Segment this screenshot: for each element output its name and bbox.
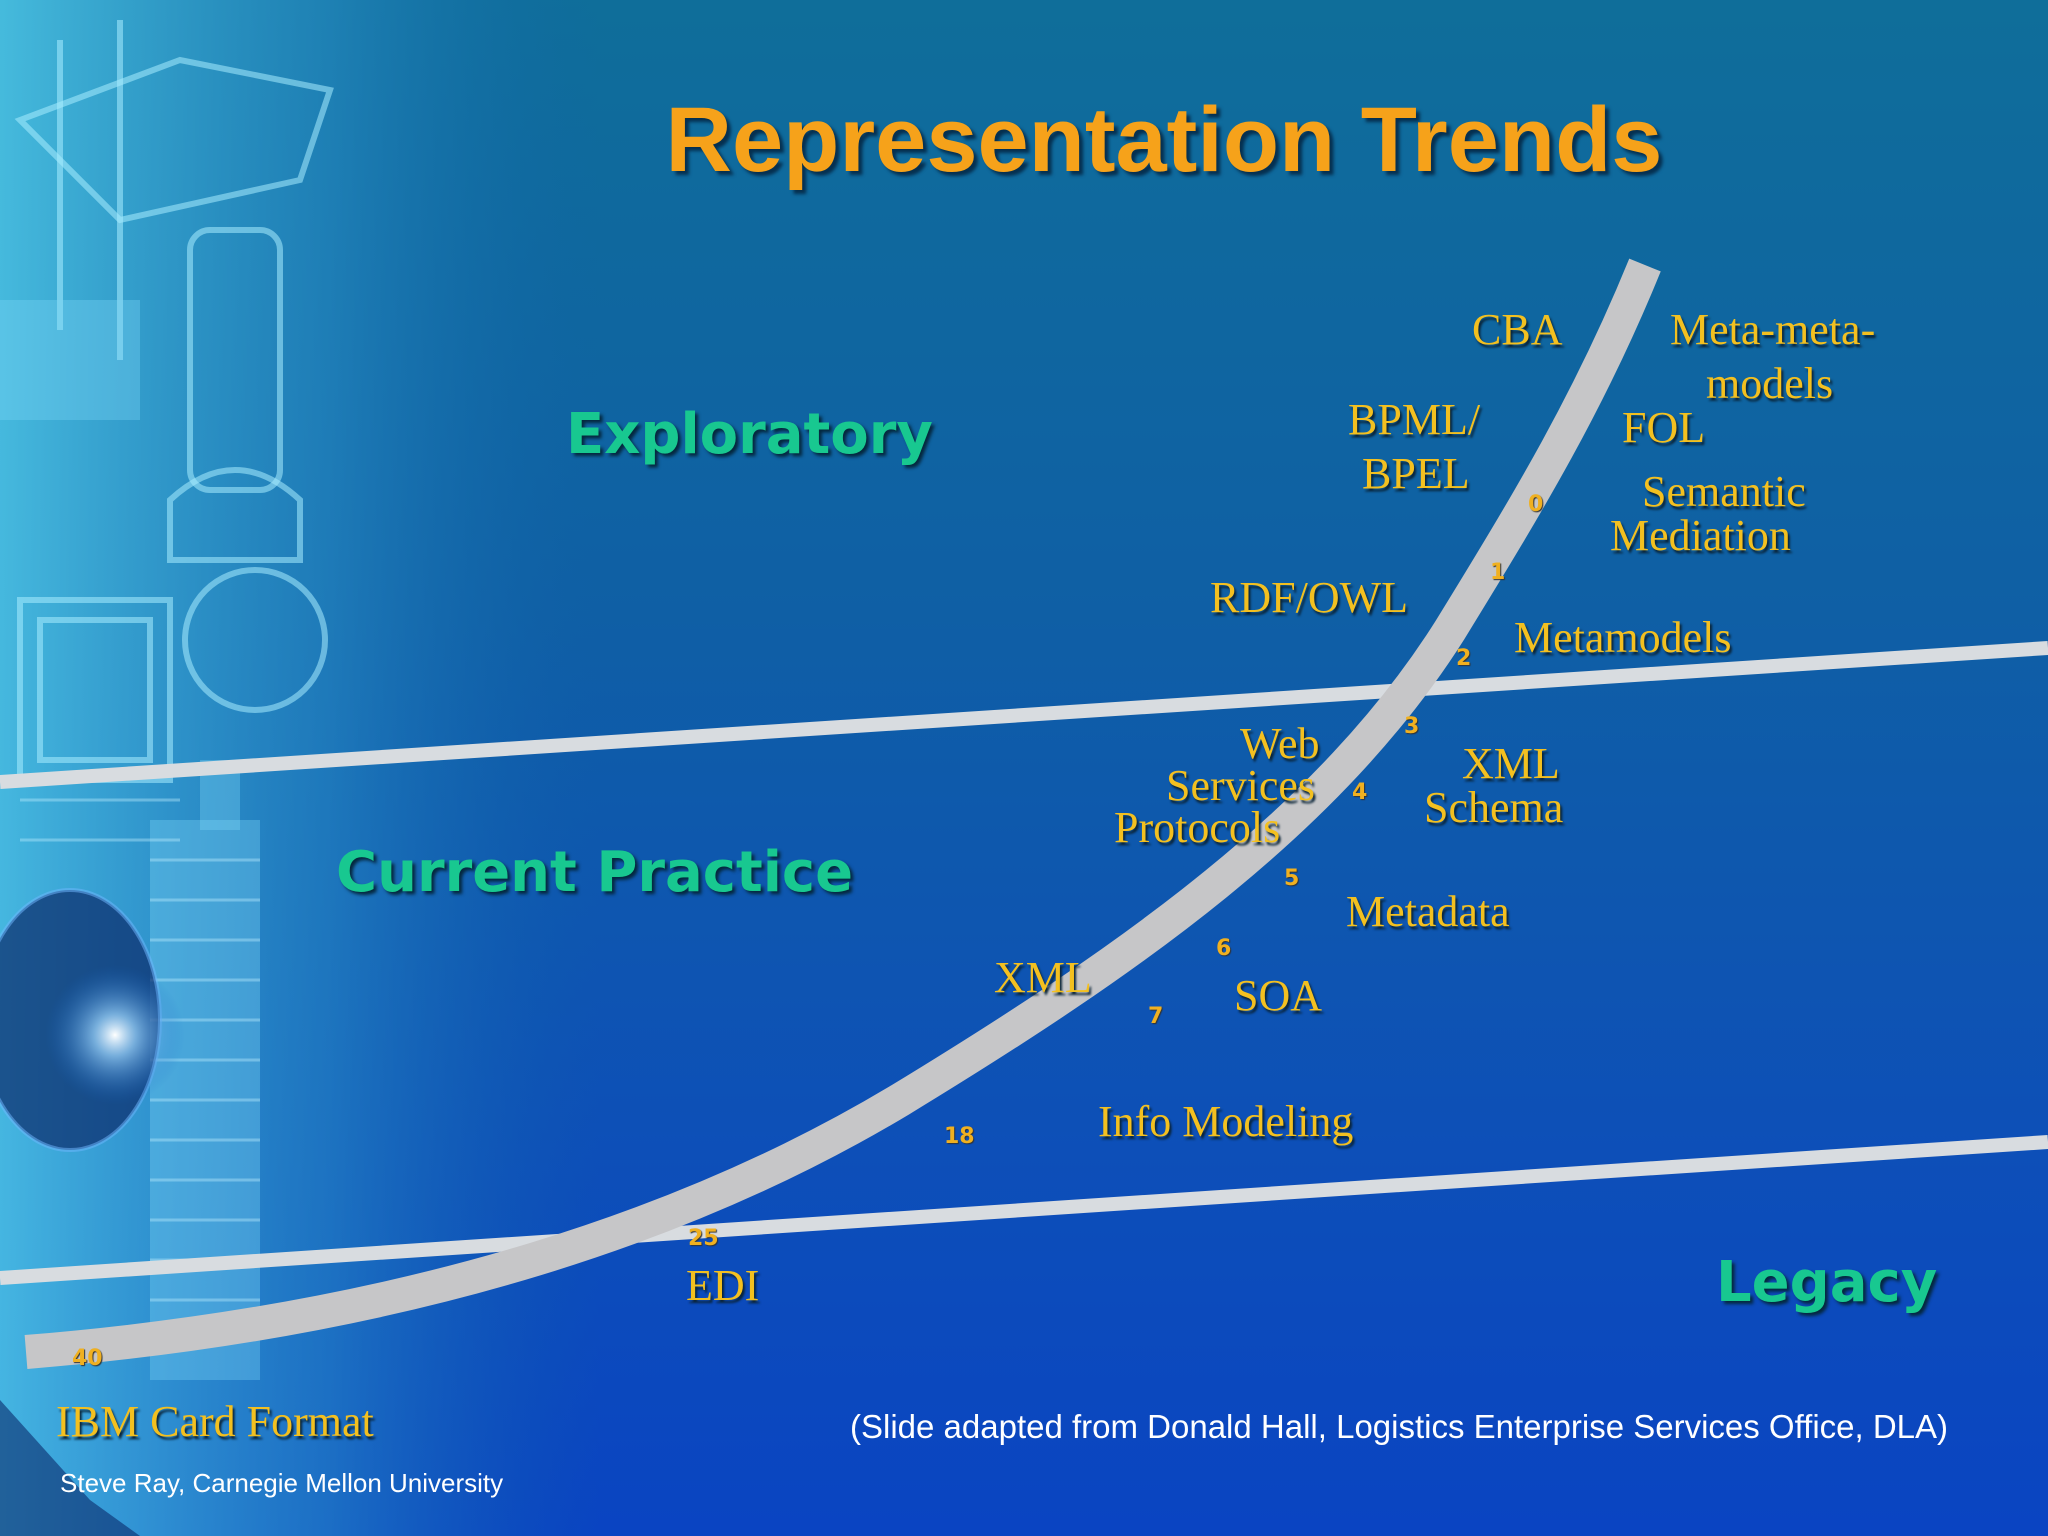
term-info-modeling: Info Modeling — [1098, 1097, 1354, 1146]
term-bpml-line2: BPEL — [1362, 449, 1470, 498]
term-metadata: Metadata — [1346, 887, 1510, 936]
term-cba: CBA — [1472, 305, 1563, 354]
term-web-services-line2: Services — [1166, 761, 1316, 810]
term-semantic-mediation-line1: Semantic — [1642, 467, 1806, 516]
term-xml-schema-line1: XML — [1462, 739, 1560, 788]
zone-label-current-practice: Current Practice — [336, 840, 854, 905]
curve-age-label: 0 — [1528, 492, 1544, 517]
curve-age-label: 5 — [1284, 866, 1300, 891]
term-xml: XML — [994, 953, 1092, 1002]
term-fol: FOL — [1622, 403, 1706, 452]
curve-age-label: 6 — [1216, 936, 1232, 961]
zone-label-legacy: Legacy — [1716, 1250, 1938, 1315]
lower-divider-line — [0, 1135, 2048, 1285]
curve-age-label: 4 — [1352, 780, 1368, 805]
term-bpml-line1: BPML/ — [1348, 395, 1481, 444]
term-metamodels: Metamodels — [1514, 613, 1732, 662]
term-semantic-mediation-line2: Mediation — [1610, 511, 1791, 560]
term-ibm-card-format: IBM Card Format — [56, 1397, 374, 1446]
curve-age-label: 40 — [72, 1346, 103, 1371]
term-xml-schema-line2: Schema — [1424, 783, 1564, 832]
curve-age-label: 7 — [1148, 1004, 1164, 1029]
term-edi: EDI — [686, 1261, 760, 1310]
zone-label-exploratory: Exploratory — [566, 402, 933, 467]
term-web-services-line1: Web — [1240, 719, 1320, 768]
curve-age-label: 1 — [1490, 560, 1506, 585]
term-meta-meta-models-line2: models — [1706, 359, 1834, 408]
curve-age-label: 18 — [944, 1124, 975, 1149]
curve-age-label: 2 — [1456, 646, 1472, 671]
source-note: (Slide adapted from Donald Hall, Logisti… — [850, 1408, 1949, 1445]
term-rdf-owl: RDF/OWL — [1210, 573, 1408, 622]
term-meta-meta-models-line1: Meta-meta- — [1670, 305, 1876, 354]
curve-age-label: 25 — [688, 1226, 719, 1251]
maturity-curve — [24, 258, 1661, 1369]
photo-collage — [0, 0, 600, 1536]
curve-age-label: 3 — [1404, 714, 1420, 739]
upper-divider-line — [0, 641, 2048, 789]
author-credit: Steve Ray, Carnegie Mellon University — [60, 1468, 504, 1498]
term-web-services-line3: Protocols — [1114, 803, 1281, 852]
slide-title: Representation Trends — [665, 89, 1663, 191]
term-soa: SOA — [1234, 971, 1323, 1020]
